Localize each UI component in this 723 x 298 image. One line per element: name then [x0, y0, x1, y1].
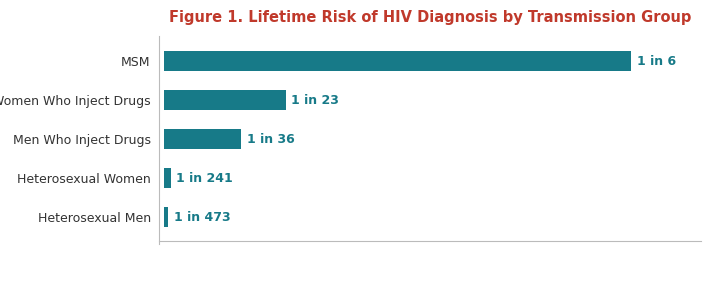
Bar [163, 129, 241, 149]
Bar [163, 207, 168, 227]
Text: 1 in 23: 1 in 23 [291, 94, 339, 107]
Text: 1 in 6: 1 in 6 [637, 55, 676, 68]
Title: Figure 1. Lifetime Risk of HIV Diagnosis by Transmission Group: Figure 1. Lifetime Risk of HIV Diagnosis… [169, 10, 691, 25]
Text: 1 in 241: 1 in 241 [176, 172, 233, 184]
Text: 1 in 36: 1 in 36 [247, 133, 295, 146]
Bar [163, 51, 631, 71]
Text: 1 in 473: 1 in 473 [174, 211, 231, 224]
Bar [163, 168, 171, 188]
Bar [163, 90, 286, 110]
